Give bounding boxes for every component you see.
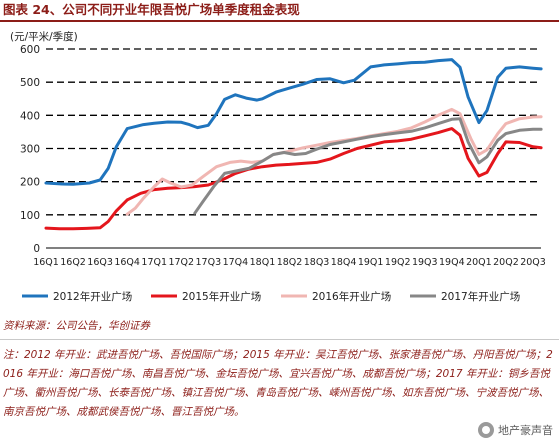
y-tick-label: 300 (20, 144, 40, 156)
y-tick-label: 400 (20, 110, 40, 122)
x-tick-label: 17Q4 (223, 257, 249, 268)
legend-label: 2017年开业广场 (441, 290, 520, 303)
y-tick-label: 200 (20, 177, 40, 189)
x-tick-label: 19Q2 (385, 257, 411, 268)
x-tick-label: 18Q3 (304, 257, 330, 268)
x-tick-label: 18Q1 (250, 257, 276, 268)
x-tick-label: 19Q4 (439, 257, 465, 268)
x-tick-labels: 16Q1 16Q2 16Q3 16Q4 17Q1 17Q2 17Q3 17Q4 18Q1 18Q2… (33, 257, 546, 268)
x-tick-label: 17Q1 (141, 257, 167, 268)
watermark: 地产豪声音 (476, 420, 555, 440)
x-tick-label: 17Q3 (196, 257, 222, 268)
legend: 2012年开业广场 2015年开业广场 2016年开业广场 2017年开业广场 (22, 290, 520, 303)
x-tick-label: 19Q3 (412, 257, 438, 268)
y-tick-label: 600 (20, 44, 40, 56)
x-tick-label: 16Q2 (60, 257, 86, 268)
footnote: 注：2012 年开业：武进吾悦广场、吾悦国际广场；2015 年开业：吴江吾悦广场… (3, 349, 553, 418)
y-axis-unit-label: (元/平米/季度) (10, 30, 78, 43)
x-tick-label: 18Q2 (277, 257, 303, 268)
legend-label: 2012年开业广场 (53, 290, 132, 303)
watermark-text: 地产豪声音 (498, 424, 553, 437)
series-line-2 (44, 127, 543, 231)
x-tick-label: 16Q3 (87, 257, 113, 268)
legend-label: 2015年开业广场 (182, 290, 261, 303)
x-tick-label: 16Q4 (114, 257, 140, 268)
account-logo-icon (478, 422, 494, 438)
gridlines (46, 48, 541, 249)
divider (0, 339, 559, 340)
x-tick-label: 20Q1 (466, 257, 492, 268)
x-tick-label: 20Q2 (493, 257, 519, 268)
series-lines (44, 58, 543, 231)
legend-label: 2016年开业广场 (312, 290, 391, 303)
source-note: 资料来源：公司公告，华创证券 (3, 320, 150, 332)
y-tick-label: 0 (33, 243, 40, 255)
y-tick-label: 500 (20, 77, 40, 89)
y-tick-labels: 0 100 200 300 400 500 600 (20, 44, 40, 255)
series-line-4 (193, 117, 543, 215)
y-tick-label: 100 (20, 210, 40, 222)
series-line-1 (44, 58, 543, 186)
x-tick-label: 19Q1 (358, 257, 384, 268)
x-tick-label: 18Q4 (331, 257, 357, 268)
figure-title: 图表 24、公司不同开业年限吾悦广场单季度租金表现 (0, 0, 559, 22)
x-tick-label: 17Q2 (168, 257, 194, 268)
series-line-3 (125, 107, 543, 216)
x-tick-label: 16Q1 (33, 257, 59, 268)
x-tick-label: 20Q3 (520, 257, 546, 268)
